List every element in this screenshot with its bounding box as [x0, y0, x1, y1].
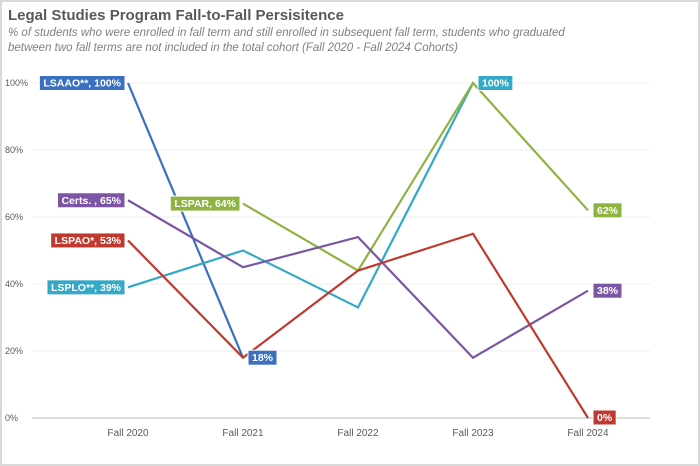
data-label: 38%	[597, 285, 619, 297]
data-label: 18%	[252, 352, 274, 364]
subtitle-line-1: % of students who were enrolled in fall …	[8, 27, 565, 39]
y-tick-label: 60%	[5, 212, 23, 222]
x-tick-label: Fall 2021	[222, 428, 264, 439]
data-label-box	[169, 195, 241, 212]
data-label: 100%	[482, 78, 510, 90]
y-tick-label: 20%	[5, 346, 23, 356]
y-tick-label: 0%	[5, 413, 18, 423]
data-label: LSPLO**, 39%	[51, 282, 122, 294]
x-tick-label: Fall 2024	[567, 428, 609, 439]
data-label-box	[50, 232, 126, 249]
series-line-lspao	[127, 232, 589, 419]
series-line-lsaao	[126, 82, 245, 359]
series-line-lsplo	[127, 82, 474, 309]
data-label-box	[46, 279, 126, 296]
data-label: 62%	[597, 205, 619, 217]
data-label-box	[247, 349, 278, 366]
chart-title: Legal Studies Program Fall-to-Fall Persi…	[8, 7, 344, 24]
series-line-lspar	[242, 81, 589, 273]
subtitle-line-2: between two fall terms are not included …	[8, 42, 459, 54]
data-label-box	[477, 75, 514, 91]
chart-subtitle: % of students who were enrolled in fall …	[8, 26, 693, 56]
data-label-box	[56, 192, 126, 209]
data-label-box	[592, 202, 623, 219]
data-label: LSAAO**, 100%	[43, 78, 121, 90]
series-line-certs	[127, 199, 589, 360]
data-label: Certs. , 65%	[61, 195, 121, 207]
data-label: LSPAO*, 53%	[55, 235, 122, 247]
data-label-box	[592, 282, 623, 299]
x-tick-label: Fall 2023	[452, 428, 494, 439]
x-tick-label: Fall 2020	[107, 428, 149, 439]
data-label-box	[38, 75, 126, 91]
y-tick-label: 40%	[5, 279, 23, 289]
data-label: 0%	[597, 412, 613, 424]
y-tick-label: 100%	[5, 78, 28, 88]
data-label: LSPAR, 64%	[174, 198, 236, 210]
data-label-box	[592, 409, 617, 426]
x-tick-label: Fall 2022	[337, 428, 379, 439]
y-tick-label: 80%	[5, 145, 23, 155]
